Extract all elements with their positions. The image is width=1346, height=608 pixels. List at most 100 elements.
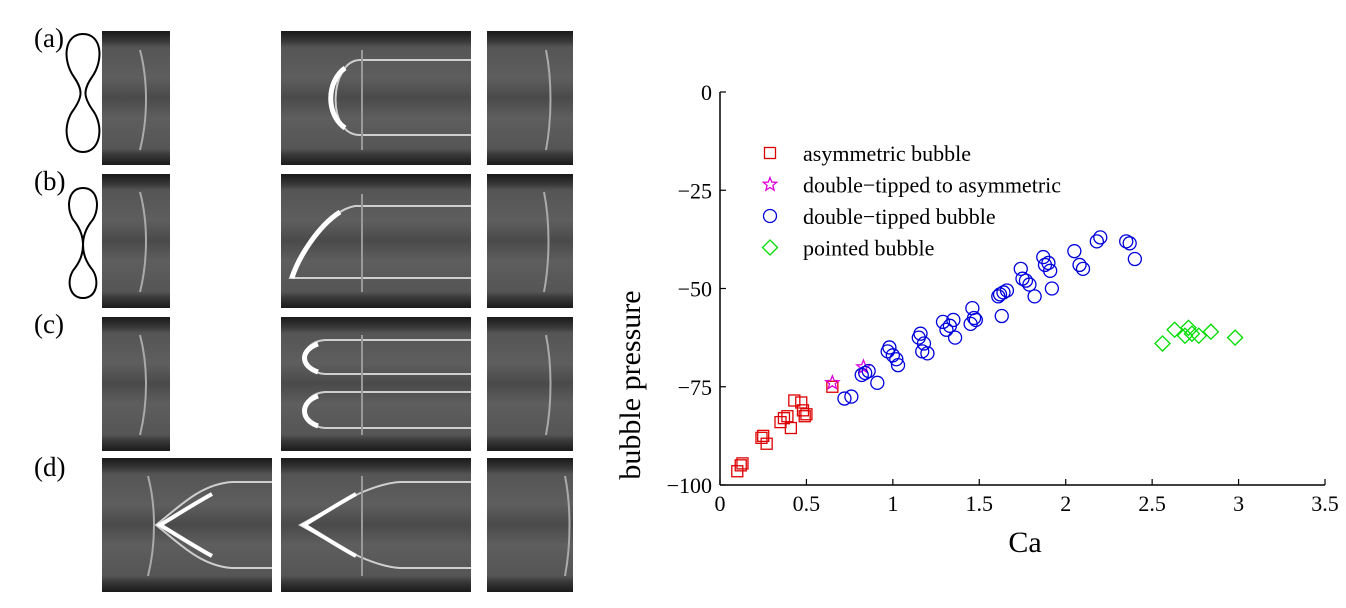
legend-label: asymmetric bubble [803, 141, 971, 166]
data-point-circle [1072, 257, 1087, 273]
x-axis-title: Ca [1008, 526, 1041, 559]
legend-label: double−tipped bubble [803, 204, 996, 229]
data-point-square [777, 412, 791, 425]
image-panel-c3 [487, 317, 573, 451]
data-point-diamond [1202, 323, 1220, 341]
scatter-chart: 0 0.5 1 1.5 2 2.5 3 3.5 0 −25 −50 −75 −100 Ca bubble… [614, 80, 1339, 559]
data-point-circle [837, 391, 852, 406]
x-tick-label: 1 [887, 491, 898, 516]
data-point-circle [889, 352, 904, 367]
image-panel-d2 [281, 458, 471, 592]
image-panel-a3 [487, 31, 573, 165]
bubble-outline-b [68, 186, 98, 300]
data-point-diamond [1176, 327, 1194, 345]
y-tick-label: −75 [678, 375, 712, 400]
image-panel-a2 [281, 31, 471, 165]
data-point-circle [882, 340, 897, 355]
data-point-square [734, 459, 747, 472]
data-point-circle [890, 357, 906, 373]
data-point-square [781, 410, 794, 423]
x-tick-label: 3.5 [1311, 491, 1339, 516]
data-point-square [795, 396, 808, 409]
panel-label-a: (a) [34, 23, 64, 53]
data-point-diamond [1226, 329, 1244, 347]
data-point-circle [1043, 263, 1058, 278]
image-panel-c2 [281, 317, 471, 451]
legend-marker-star [761, 175, 779, 192]
image-panel-d1 [102, 458, 272, 592]
data-point-circle [1013, 261, 1028, 277]
y-tick-label: −50 [678, 277, 712, 302]
data-point-circle [854, 367, 869, 383]
bubble-outline-a [65, 32, 101, 154]
data-point-square [798, 410, 811, 423]
data-point-circle [935, 314, 951, 330]
image-panel-d3 [487, 458, 573, 592]
x-tick-label: 0 [715, 491, 726, 516]
chart-legend: asymmetric bubble double−tipped to asymme… [761, 141, 1061, 261]
x-tick-label: 2 [1060, 491, 1071, 516]
image-panel-a1 [102, 31, 170, 165]
data-point-diamond [1183, 325, 1201, 343]
data-point-circle [920, 346, 935, 361]
data-point-circle [861, 363, 876, 379]
panel-label-b: (b) [34, 166, 65, 196]
data-point-square [757, 429, 770, 443]
data-point-circle [992, 287, 1008, 302]
data-point-circle [1041, 255, 1056, 271]
data-point-diamond [1180, 319, 1197, 337]
y-axis-title: bubble pressure [614, 290, 647, 479]
data-point-circle [1027, 289, 1042, 304]
data-point-circle [858, 365, 873, 381]
chart-ticks: 0 0.5 1 1.5 2 2.5 3 3.5 0 −25 −50 −75 −100 [667, 80, 1339, 516]
data-point-square [788, 394, 801, 407]
data-point-square [760, 437, 773, 450]
data-point-square [784, 421, 798, 435]
data-point-circle [946, 312, 961, 328]
data-point-circle [1018, 273, 1034, 288]
data-point-circle [1067, 244, 1082, 259]
y-tick-label: −100 [667, 473, 712, 498]
data-point-circle [994, 308, 1009, 324]
data-point-square [800, 408, 813, 421]
data-point-diamond [1166, 321, 1184, 339]
legend-marker-circle [762, 208, 778, 224]
y-tick-label: −25 [678, 178, 712, 203]
panel-label-d: (d) [34, 452, 65, 482]
chart-marks [731, 230, 1244, 478]
image-panel-b1 [102, 174, 170, 308]
data-point-circle [1122, 236, 1137, 251]
data-point-circle [939, 322, 954, 337]
data-point-circle [947, 330, 963, 345]
data-point-circle [1075, 261, 1091, 277]
legend-label: pointed bubble [803, 236, 934, 261]
data-point-square [736, 457, 749, 470]
x-tick-label: 3 [1233, 491, 1244, 516]
data-point-circle [913, 326, 928, 341]
data-point-circle [1119, 234, 1134, 249]
image-panel-b3 [487, 174, 573, 308]
y-tick-label: 0 [701, 80, 712, 105]
legend-marker-square [763, 146, 777, 160]
data-point-diamond [1154, 335, 1171, 352]
data-point-circle [1022, 277, 1037, 292]
data-point-circle [1089, 234, 1104, 249]
x-tick-label: 2.5 [1138, 491, 1166, 516]
image-panel-b2 [281, 174, 471, 308]
data-point-diamond [1190, 327, 1208, 345]
data-point-square [826, 380, 839, 393]
data-point-star [823, 374, 841, 390]
data-point-circle [1093, 230, 1108, 245]
image-panel-c1 [102, 317, 170, 451]
data-point-circle [1127, 251, 1143, 267]
data-point-circle [966, 310, 982, 326]
legend-label: double−tipped to asymmetric [803, 173, 1061, 198]
panel-label-c: (c) [34, 309, 64, 339]
data-point-circle [1044, 281, 1060, 296]
x-tick-label: 1.5 [966, 491, 994, 516]
x-tick-label: 0.5 [793, 491, 821, 516]
data-point-circle [870, 375, 885, 390]
data-point-circle [916, 336, 932, 351]
data-point-circle [996, 285, 1011, 300]
